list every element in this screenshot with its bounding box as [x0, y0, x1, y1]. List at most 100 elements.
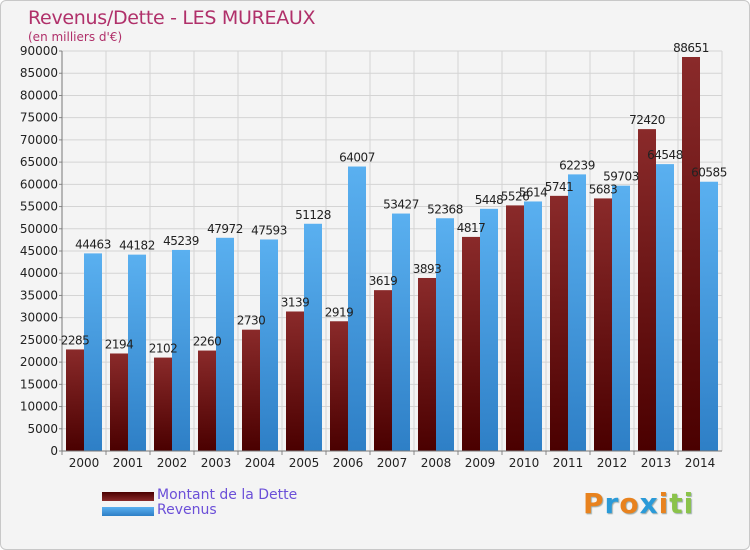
data-label: 2194	[105, 337, 134, 351]
y-tick-label: 35000	[20, 288, 58, 302]
bar-dette	[638, 129, 656, 451]
legend-label-dette: Montant de la Dette	[157, 487, 298, 503]
data-label: 64548	[647, 148, 683, 162]
x-tick-label: 2005	[289, 456, 320, 470]
bar-revenus	[216, 237, 234, 451]
bar-revenus	[700, 181, 718, 451]
bar-revenus	[568, 174, 586, 452]
legend-label-revenus: Revenus	[157, 502, 217, 518]
x-tick-label: 2013	[641, 456, 672, 470]
bar-revenus	[84, 253, 102, 451]
data-label: 51128	[295, 208, 331, 222]
y-tick-label: 5000	[27, 422, 58, 436]
y-tick-label: 40000	[20, 266, 58, 280]
x-tick-label: 2004	[245, 456, 276, 470]
bar-dette	[286, 311, 304, 451]
x-tick-label: 2001	[113, 456, 144, 470]
bar-dette	[66, 349, 84, 451]
y-tick-label: 10000	[20, 400, 58, 414]
data-label: 52368	[427, 202, 463, 216]
x-tick-label: 2012	[597, 456, 628, 470]
bar-dette	[374, 290, 392, 451]
bar-revenus	[480, 208, 498, 451]
bar-revenus	[436, 218, 454, 451]
bars	[66, 56, 718, 452]
data-label: 2919	[325, 305, 354, 319]
data-label: 5741	[545, 180, 574, 194]
logo-letter: P	[583, 487, 605, 520]
y-tick-label: 55000	[20, 200, 58, 214]
x-tick-label: 2008	[421, 456, 452, 470]
x-tick-label: 2000	[69, 456, 100, 470]
data-label: 5683	[589, 182, 618, 196]
data-label: 5526	[501, 189, 530, 203]
data-label: 60585	[691, 166, 727, 180]
data-label: 3893	[413, 262, 442, 276]
bar-revenus	[128, 254, 146, 451]
data-label: 2730	[237, 314, 266, 328]
logo-letter: t	[669, 487, 684, 520]
y-tick-label: 85000	[20, 66, 58, 80]
data-label: 47972	[207, 222, 243, 236]
data-labels: 2285 44463 2194 44182 2102 45239 2260 47972 2730…	[61, 41, 728, 356]
x-tick-label: 2003	[201, 456, 232, 470]
y-tick-label: 75000	[20, 111, 58, 125]
bar-revenus	[524, 201, 542, 451]
chart-subtitle: (en milliers d'€)	[28, 30, 123, 44]
y-tick-label: 60000	[20, 177, 58, 191]
bar-dette	[462, 236, 480, 451]
x-tick-label: 2014	[685, 456, 716, 470]
x-tick-label: 2011	[553, 456, 584, 470]
bar-dette	[154, 357, 172, 451]
data-label: 2260	[193, 335, 222, 349]
x-tick-label: 2010	[509, 456, 540, 470]
data-label: 2102	[149, 342, 178, 356]
y-tick-label: 0	[50, 444, 58, 458]
bar-dette	[418, 277, 436, 451]
data-label: 5448	[475, 193, 504, 207]
x-tick-label: 2007	[377, 456, 408, 470]
logo-letter: x	[639, 487, 659, 520]
legend-swatch-revenus	[102, 507, 154, 516]
bar-dette	[594, 198, 612, 451]
data-label: 44463	[75, 237, 111, 251]
data-label: 44182	[119, 239, 155, 253]
y-tick-label: 50000	[20, 222, 58, 236]
chart-title: Revenus/Dette - LES MUREAUX	[28, 7, 316, 29]
data-label: 45239	[163, 234, 199, 248]
bar-dette	[550, 195, 568, 451]
y-tick-label: 30000	[20, 311, 58, 325]
y-tick-label: 45000	[20, 244, 58, 258]
data-label: 3619	[369, 274, 398, 288]
bar-dette	[330, 321, 348, 451]
data-label: 59703	[603, 170, 639, 184]
logo-letter: i	[658, 487, 670, 520]
y-tick-label: 65000	[20, 155, 58, 169]
logo-letter: r	[604, 487, 620, 520]
bar-dette	[506, 205, 524, 451]
x-tick-label: 2002	[157, 456, 188, 470]
data-label: 47593	[251, 223, 287, 237]
data-label: 3139	[281, 295, 310, 309]
logo-letter: i	[683, 487, 695, 520]
y-tick-label: 80000	[20, 88, 58, 102]
axes: 0 5000 10000 15000 20000 25000 30000 35000 40000…	[20, 44, 722, 470]
bar-dette	[682, 56, 700, 452]
bar-revenus	[172, 249, 190, 451]
y-tick-label: 25000	[20, 333, 58, 347]
data-label: 2285	[61, 333, 90, 347]
data-label: 53427	[383, 198, 419, 212]
data-label: 72420	[629, 113, 665, 127]
bar-revenus	[260, 239, 278, 451]
legend-swatch-dette	[102, 492, 154, 501]
bar-revenus	[392, 213, 410, 451]
data-label: 64007	[339, 151, 375, 165]
bar-dette	[110, 353, 128, 451]
y-tick-label: 20000	[20, 355, 58, 369]
x-tick-label: 2009	[465, 456, 496, 470]
data-label: 88651	[673, 41, 709, 55]
proxiti-logo: Proxiti	[583, 487, 694, 520]
x-tick-label: 2006	[333, 456, 364, 470]
y-tick-label: 15000	[20, 377, 58, 391]
